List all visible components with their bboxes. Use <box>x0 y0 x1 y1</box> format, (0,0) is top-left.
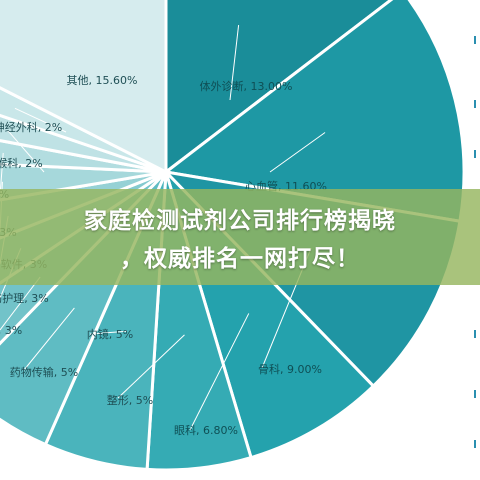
headline-banner: 家庭检测试剂公司排行榜揭晓 ，权威排名一网打尽！ <box>0 189 480 285</box>
slice-label: 神经外科, 2% <box>0 120 62 134</box>
headline-line-2: ，权威排名一网打尽！ <box>120 246 360 272</box>
leader-line <box>89 330 128 335</box>
leader-line <box>14 107 67 133</box>
headline-line-1: 家庭检测试剂公司排行榜揭晓 <box>84 208 396 234</box>
slice-label: 其他, 15.60% <box>67 74 138 87</box>
slice-label: 伤护理, 3% <box>0 291 49 305</box>
slice-label: 药物传输, 5% <box>10 365 78 379</box>
slice-label: 鼻喉科, 2% <box>0 156 43 170</box>
slice-label: 整形, 5% <box>107 393 153 407</box>
leader-line <box>23 307 75 371</box>
slice-label: 内镜, 5% <box>87 327 133 341</box>
legend-marker <box>474 36 476 44</box>
slice-label: 骨科, 9.00% <box>258 362 322 376</box>
leader-line <box>0 152 4 197</box>
legend-marker <box>474 150 476 158</box>
leader-line <box>269 132 326 173</box>
legend-marker <box>474 440 476 448</box>
legend-marker <box>474 330 476 338</box>
legend-marker <box>474 100 476 108</box>
slice-label: 眼科, 6.80% <box>174 423 238 437</box>
pie-slice <box>164 0 394 176</box>
pie-slice <box>0 0 168 175</box>
slice-label: , 3% <box>0 324 22 337</box>
leader-line <box>189 313 250 431</box>
legend-marker <box>474 390 476 398</box>
leader-line <box>229 24 240 101</box>
leader-line <box>0 276 41 331</box>
slice-label: 体外诊断, 13.00% <box>200 79 293 93</box>
leader-line <box>7 129 45 173</box>
leader-line <box>117 334 185 399</box>
